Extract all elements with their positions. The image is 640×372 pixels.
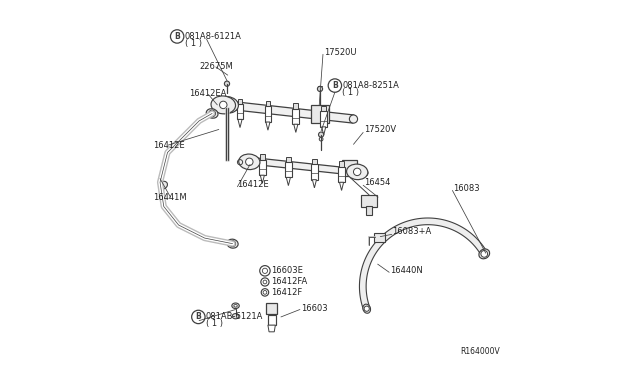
Circle shape [261, 289, 269, 296]
Circle shape [170, 30, 184, 43]
Ellipse shape [227, 239, 238, 248]
Bar [264, 106, 271, 122]
Bar [237, 104, 243, 119]
Text: B: B [195, 312, 201, 321]
Circle shape [216, 100, 223, 108]
Bar [312, 159, 317, 166]
Polygon shape [266, 122, 270, 130]
Circle shape [319, 132, 324, 137]
Text: B: B [332, 81, 338, 90]
Ellipse shape [347, 164, 368, 180]
Text: 16412E: 16412E [237, 180, 269, 189]
Circle shape [209, 110, 216, 117]
Ellipse shape [239, 154, 260, 170]
Circle shape [317, 86, 323, 92]
Text: 16083: 16083 [453, 185, 480, 193]
Bar [243, 157, 365, 176]
Text: 22675M: 22675M [199, 62, 233, 71]
Circle shape [328, 79, 342, 92]
Circle shape [223, 101, 231, 109]
Bar [342, 160, 357, 176]
Text: 16603: 16603 [301, 304, 327, 312]
Polygon shape [322, 127, 326, 135]
Text: 081AB-6121A: 081AB-6121A [206, 312, 263, 321]
Polygon shape [360, 218, 487, 310]
Text: 16603E: 16603E [271, 266, 303, 275]
Bar [312, 105, 328, 123]
Polygon shape [260, 175, 264, 183]
Circle shape [191, 310, 205, 324]
Text: 16441M: 16441M [152, 193, 186, 202]
Bar [268, 315, 276, 325]
Polygon shape [286, 177, 291, 186]
Polygon shape [238, 119, 242, 128]
Bar [285, 162, 292, 177]
Text: 16412F: 16412F [271, 288, 302, 296]
Text: 16412E: 16412E [152, 141, 184, 150]
Text: 16412EA: 16412EA [189, 89, 227, 98]
Ellipse shape [363, 304, 371, 313]
Text: 16412FA: 16412FA [271, 277, 307, 286]
Ellipse shape [206, 109, 218, 118]
Bar [219, 100, 354, 123]
Circle shape [230, 241, 236, 247]
Text: ( 1 ): ( 1 ) [342, 88, 359, 97]
Bar [362, 195, 377, 207]
Polygon shape [312, 180, 316, 188]
Ellipse shape [216, 97, 239, 113]
Circle shape [225, 81, 230, 86]
Bar [237, 99, 243, 106]
Circle shape [364, 306, 369, 311]
Bar [311, 164, 318, 180]
Ellipse shape [232, 314, 239, 319]
Circle shape [260, 266, 270, 276]
Ellipse shape [234, 304, 237, 307]
Polygon shape [294, 124, 298, 132]
Circle shape [261, 278, 269, 286]
Bar [338, 167, 345, 182]
Ellipse shape [232, 303, 239, 309]
Ellipse shape [159, 181, 168, 189]
Text: 16083+A: 16083+A [392, 227, 432, 236]
Bar [259, 160, 266, 175]
Bar [321, 106, 326, 113]
Bar [374, 233, 385, 242]
Circle shape [220, 101, 227, 109]
Circle shape [353, 168, 361, 176]
Circle shape [246, 158, 253, 166]
Circle shape [362, 170, 368, 176]
Text: 17520U: 17520U [324, 48, 356, 57]
Polygon shape [268, 325, 275, 332]
Bar [292, 109, 299, 124]
Circle shape [481, 251, 488, 257]
Bar [260, 154, 265, 162]
Bar [339, 161, 344, 169]
Text: ( 1 ): ( 1 ) [206, 319, 223, 328]
Bar [266, 303, 277, 314]
Circle shape [349, 115, 358, 123]
Text: R164000V: R164000V [461, 347, 500, 356]
Text: 16440N: 16440N [390, 266, 422, 275]
Text: 16454: 16454 [364, 178, 390, 187]
Bar [286, 157, 291, 164]
Circle shape [319, 137, 323, 141]
Text: 081A8-8251A: 081A8-8251A [342, 81, 399, 90]
Text: 17520V: 17520V [364, 125, 396, 134]
Ellipse shape [211, 96, 236, 114]
Ellipse shape [479, 249, 490, 259]
Bar [293, 103, 298, 111]
Circle shape [241, 157, 247, 163]
Text: B: B [174, 32, 180, 41]
Text: ( 1 ): ( 1 ) [184, 39, 202, 48]
Bar [321, 111, 327, 127]
Text: 081A8-6121A: 081A8-6121A [184, 32, 241, 41]
Bar [266, 101, 270, 109]
Polygon shape [340, 182, 344, 190]
Bar [365, 206, 372, 215]
